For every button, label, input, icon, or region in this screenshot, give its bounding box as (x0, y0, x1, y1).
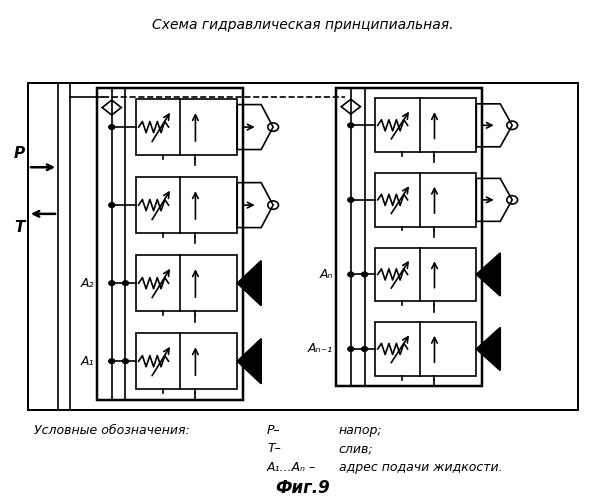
Text: Условные обозначения:: Условные обозначения: (34, 424, 190, 436)
Circle shape (108, 281, 115, 285)
Circle shape (348, 198, 354, 202)
Bar (136, 99, 238, 155)
Text: Aₙ₋₁: Aₙ₋₁ (308, 342, 333, 355)
Circle shape (108, 124, 115, 130)
Text: Схема гидравлическая принципиальная.: Схема гидравлическая принципиальная. (152, 18, 454, 32)
Text: T: T (14, 220, 24, 236)
Circle shape (362, 272, 368, 277)
Circle shape (348, 346, 354, 352)
Circle shape (362, 346, 368, 352)
Text: A₂: A₂ (81, 276, 94, 289)
Text: слив;: слив; (339, 442, 373, 455)
Polygon shape (476, 253, 500, 296)
Bar (375, 173, 476, 227)
Text: Aₙ: Aₙ (319, 268, 333, 281)
Text: P: P (13, 146, 25, 161)
Bar (336, 88, 482, 386)
Bar (28, 84, 578, 409)
Circle shape (122, 359, 128, 364)
Bar (136, 333, 238, 390)
Circle shape (348, 123, 354, 128)
Bar (375, 98, 476, 152)
Circle shape (108, 203, 115, 207)
Text: A₁...Aₙ –: A₁...Aₙ – (267, 461, 316, 474)
Polygon shape (476, 328, 500, 370)
Bar (97, 88, 243, 400)
Text: Фиг.9: Фиг.9 (276, 480, 330, 498)
Circle shape (348, 272, 354, 277)
Polygon shape (238, 260, 261, 306)
Text: напор;: напор; (339, 424, 382, 436)
Bar (136, 177, 238, 233)
Bar (136, 255, 238, 312)
Text: A₁: A₁ (81, 354, 94, 368)
Circle shape (122, 281, 128, 285)
Circle shape (108, 359, 115, 364)
Text: T–: T– (267, 442, 281, 455)
Text: P–: P– (267, 424, 281, 436)
Polygon shape (238, 338, 261, 384)
Bar (375, 248, 476, 302)
Text: адрес подачи жидкости.: адрес подачи жидкости. (339, 461, 502, 474)
Bar (375, 322, 476, 376)
